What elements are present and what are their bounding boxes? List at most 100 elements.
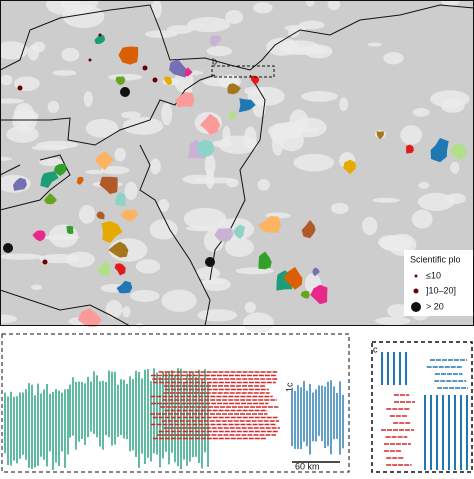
concession: [210, 35, 222, 47]
concession: [120, 209, 139, 222]
concession: [32, 230, 46, 242]
concession: [94, 33, 106, 44]
land-patch: [85, 118, 119, 138]
land-patch: [242, 312, 274, 334]
land-patch: [367, 42, 382, 47]
land-patch: [372, 197, 400, 203]
land-patch: [412, 107, 430, 117]
legend-symbol: [414, 274, 418, 278]
land-patch: [47, 100, 60, 114]
concession: [108, 241, 129, 258]
land-patch: [440, 0, 460, 6]
land-patch: [379, 235, 413, 252]
land-patch: [161, 289, 197, 312]
land-patch: [279, 130, 304, 152]
concession: [115, 191, 126, 206]
land-patch: [218, 135, 258, 154]
concession: [233, 224, 246, 240]
concession: [77, 308, 102, 327]
land-patch: [149, 219, 178, 240]
marker-small: [98, 33, 102, 37]
land-patch: [114, 147, 126, 162]
land-patch: [327, 0, 341, 11]
land-patch: [375, 316, 411, 326]
concession: [343, 159, 356, 175]
land-patch: [224, 237, 254, 258]
land-patch: [27, 44, 40, 61]
land-patch: [0, 74, 13, 86]
land-patch: [450, 161, 460, 174]
marker-small: [88, 58, 92, 62]
land-patch: [78, 204, 96, 224]
concessions: [13, 33, 467, 327]
land-patch: [149, 158, 161, 175]
concession: [376, 131, 384, 140]
marker-mid: [152, 77, 158, 83]
land-patch: [129, 289, 160, 302]
land-patch: [211, 140, 234, 148]
concession: [197, 139, 215, 157]
concession: [184, 67, 193, 77]
land-patch: [161, 102, 173, 126]
land-patch: [331, 202, 349, 214]
concession: [449, 142, 467, 161]
land-patch: [121, 111, 141, 119]
concession: [114, 263, 126, 276]
plot-markers: [3, 33, 215, 267]
concession: [76, 176, 84, 185]
land-patch: [205, 169, 215, 189]
land-patch: [107, 73, 143, 81]
concession: [96, 211, 105, 220]
legend-title: Scientific plo: [410, 254, 461, 264]
legend-symbol: [413, 288, 419, 294]
land-patch: [247, 86, 285, 106]
land-patch: [257, 178, 270, 191]
legend-item: > 20: [426, 301, 444, 311]
land-patch: [122, 117, 164, 135]
land-patch: [279, 40, 321, 56]
land-patch: [225, 10, 244, 24]
concession: [430, 138, 449, 163]
concession: [101, 221, 123, 244]
inset-frame: [211, 65, 275, 78]
land-patch: [387, 303, 410, 318]
land-patch: [197, 309, 238, 322]
concession: [40, 171, 59, 188]
land-patch: [235, 267, 274, 275]
marker-large: [205, 257, 215, 267]
concession: [214, 227, 234, 242]
land-patch: [305, 0, 315, 7]
concession: [228, 110, 237, 120]
inset-b-frame: [1, 333, 350, 473]
land-patch: [418, 181, 430, 189]
land-patch: [0, 314, 17, 324]
borders: [0, 4, 474, 327]
land-patch: [61, 47, 80, 62]
land-patch: [0, 98, 25, 104]
marker-large: [3, 243, 13, 253]
land-patch: [122, 306, 131, 318]
land-patch: [201, 278, 226, 285]
inset-c-frame: [371, 341, 473, 473]
land-patch: [52, 70, 77, 76]
land-patch: [0, 156, 13, 161]
land-patch: [206, 45, 233, 57]
concession: [169, 59, 188, 78]
land-patch: [100, 165, 130, 175]
land-patch: [253, 2, 273, 14]
concession: [238, 98, 256, 113]
panel-label: b: [212, 56, 217, 66]
side-label: 1c: [284, 382, 294, 392]
land-patch: [301, 91, 338, 102]
panel-label: c: [373, 344, 378, 354]
concession: [53, 163, 67, 176]
concession: [301, 219, 316, 239]
concession: [283, 267, 303, 290]
concession: [257, 216, 282, 233]
marker-mid: [17, 85, 23, 91]
scale-label: 60 km: [295, 461, 320, 471]
concession: [116, 280, 133, 294]
concession: [175, 92, 195, 108]
